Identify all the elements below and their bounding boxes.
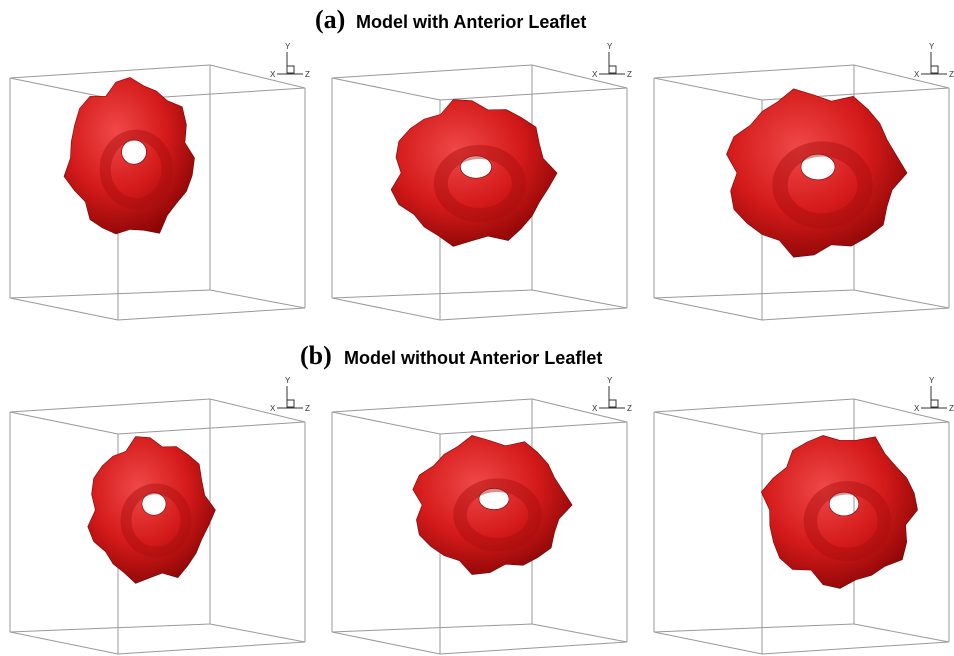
triad-label: Y <box>929 376 935 385</box>
box-edge <box>532 65 627 88</box>
box-edge <box>10 632 118 654</box>
box-edge <box>532 290 627 308</box>
box-edge <box>332 290 532 298</box>
box-edge <box>210 399 305 422</box>
box-edge <box>332 624 532 632</box>
triad-label: Y <box>929 42 935 51</box>
box-edge <box>440 88 627 100</box>
panel: Y X Z <box>10 42 310 320</box>
box-edge <box>118 642 305 654</box>
vortex-ring <box>413 436 572 575</box>
box-edge <box>654 78 762 100</box>
panel: Y X Z <box>332 42 632 320</box>
triad-box <box>609 400 616 407</box>
triad-box <box>931 400 938 407</box>
row-tag: (a) <box>315 5 345 34</box>
box-edge <box>210 624 305 642</box>
box-edge <box>654 632 762 654</box>
figure: (a) Model with Anterior Leaflet (b) Mode… <box>0 0 954 656</box>
box-edge <box>10 298 118 320</box>
box-edge <box>10 65 210 78</box>
row-tag: (b) <box>300 341 332 370</box>
box-edge <box>762 422 949 434</box>
box-edge <box>854 624 949 642</box>
triad-box <box>287 400 294 407</box>
triad-label: X <box>592 70 598 79</box>
triad-label: Z <box>627 70 632 79</box>
box-edge <box>10 290 210 298</box>
row-title: Model without Anterior Leaflet <box>344 348 602 368</box>
box-edge <box>440 308 627 320</box>
triad-label: Z <box>949 70 954 79</box>
triad-label: Z <box>949 404 954 413</box>
triad-label: X <box>270 70 276 79</box>
box-edge <box>118 308 305 320</box>
triad-label: X <box>592 404 598 413</box>
triad-label: Z <box>305 70 310 79</box>
triad-label: Y <box>285 42 291 51</box>
vortex-ring <box>727 89 908 257</box>
triad-box <box>609 66 616 73</box>
box-edge <box>332 412 440 434</box>
box-edge <box>332 298 440 320</box>
box-edge <box>654 290 854 298</box>
box-edge <box>762 308 949 320</box>
triad-box <box>931 66 938 73</box>
box-edge <box>10 399 210 412</box>
triad-label: Z <box>305 404 310 413</box>
vortex-ring <box>761 435 917 588</box>
box-edge <box>654 624 854 632</box>
box-edge <box>654 412 762 434</box>
box-edge <box>440 642 627 654</box>
panel: Y X Z <box>654 42 954 320</box>
box-edge <box>440 422 627 434</box>
box-edge <box>10 412 118 434</box>
box-edge <box>532 399 627 422</box>
box-edge <box>654 65 854 78</box>
box-edge <box>118 422 305 434</box>
box-edge <box>854 290 949 308</box>
vortex-ring <box>64 77 195 234</box>
box-edge <box>332 399 532 412</box>
row-title: Model with Anterior Leaflet <box>356 12 586 32</box>
triad-label: X <box>914 404 920 413</box>
box-edge <box>854 399 949 422</box>
triad-label: Y <box>607 376 613 385</box>
box-edge <box>332 65 532 78</box>
triad-label: X <box>914 70 920 79</box>
triad-box <box>287 66 294 73</box>
box-edge <box>10 624 210 632</box>
box-edge <box>654 399 854 412</box>
triad-label: Y <box>285 376 291 385</box>
triad-label: Z <box>627 404 632 413</box>
panel: Y X Z <box>10 376 310 654</box>
box-edge <box>210 290 305 308</box>
box-edge <box>762 642 949 654</box>
triad-label: X <box>270 404 276 413</box>
panel: Y X Z <box>654 376 954 654</box>
panel: Y X Z <box>332 376 632 654</box>
box-edge <box>654 298 762 320</box>
box-edge <box>332 632 440 654</box>
box-edge <box>332 78 440 100</box>
box-edge <box>854 65 949 88</box>
box-edge <box>532 624 627 642</box>
box-edge <box>210 65 305 88</box>
vortex-ring <box>88 437 216 584</box>
triad-label: Y <box>607 42 613 51</box>
